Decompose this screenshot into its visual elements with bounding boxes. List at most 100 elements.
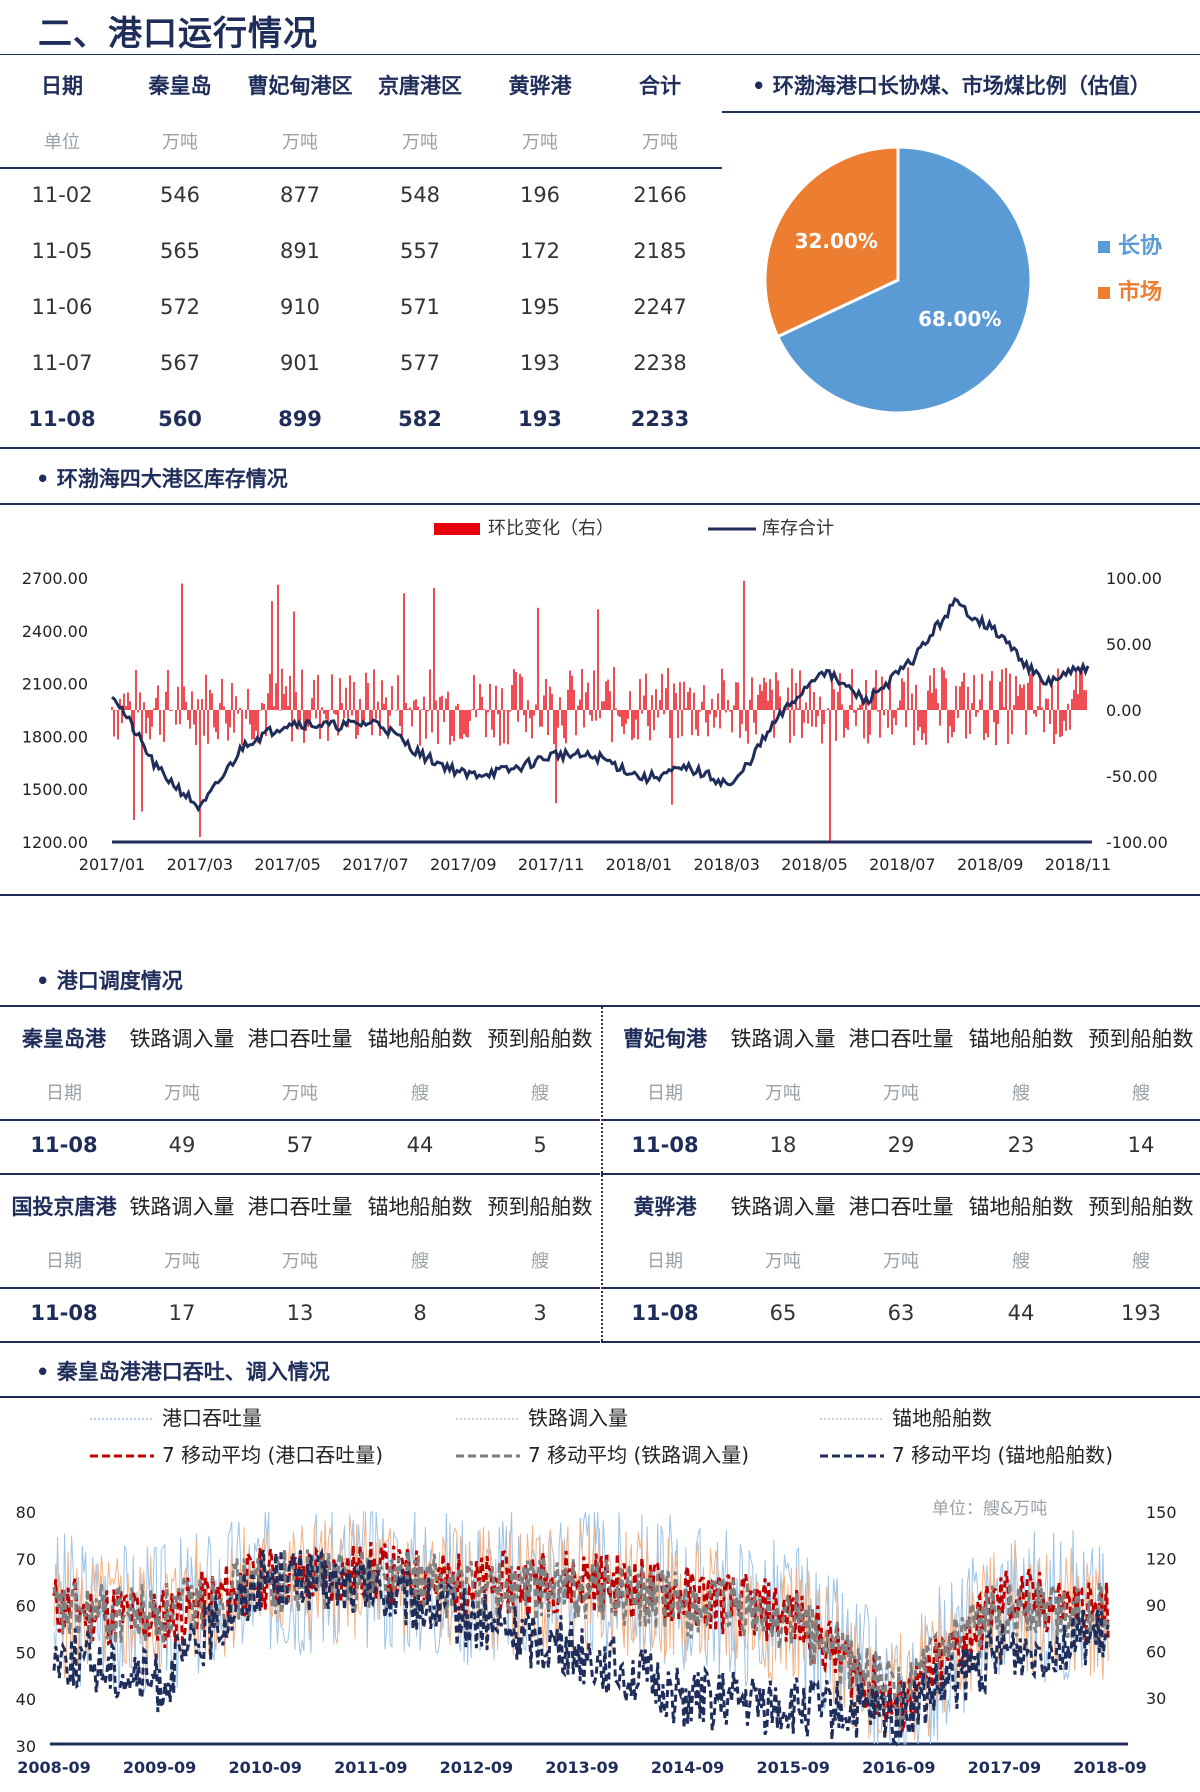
dispatch-cell-1-4: 14 bbox=[1127, 1133, 1155, 1157]
dispatch-unit-2-2: 万吨 bbox=[282, 1251, 318, 1272]
table-header-2: 曹妃甸港区 bbox=[247, 74, 353, 98]
qhd-legend-label-4: 7 移动平均 (铁路调入量) bbox=[528, 1443, 749, 1467]
qhd-y-right-tick-4: 30 bbox=[1146, 1689, 1166, 1708]
dispatch-divider bbox=[0, 1173, 600, 1175]
x-tick-8: 2018/05 bbox=[781, 855, 847, 874]
dispatch-unit-3-2: 万吨 bbox=[883, 1251, 919, 1272]
dispatch-port-3: 黄骅港 bbox=[633, 1195, 697, 1219]
x-tick-2: 2017/05 bbox=[254, 855, 320, 874]
table-cell-r3c3: 577 bbox=[399, 351, 441, 375]
dispatch-cell-0-4: 5 bbox=[533, 1133, 547, 1157]
table-unit-2: 万吨 bbox=[282, 132, 318, 153]
dispatch-col-2-2: 锚地船舶数 bbox=[367, 1195, 473, 1219]
qhd-x-tick-10: 2018-09 bbox=[1073, 1758, 1146, 1777]
dispatch-col-2-0: 铁路调入量 bbox=[129, 1195, 235, 1219]
table-unit-5: 万吨 bbox=[642, 132, 678, 153]
dispatch-cell-1-1: 18 bbox=[769, 1133, 797, 1157]
dispatch-unit-2-3: 艘 bbox=[411, 1251, 429, 1272]
dispatch-col-2-1: 港口吞吐量 bbox=[247, 1195, 353, 1219]
pie-legend-label-1: 市场 bbox=[1118, 279, 1162, 305]
pie-section-underline bbox=[722, 111, 1200, 113]
dispatch-col-3-2: 锚地船舶数 bbox=[968, 1195, 1074, 1219]
pie-label-1: 32.00% bbox=[795, 229, 878, 253]
qhd-x-tick-9: 2017-09 bbox=[968, 1758, 1041, 1777]
table-cell-r1c3: 557 bbox=[399, 239, 441, 263]
dispatch-unit-0-4: 艘 bbox=[531, 1083, 549, 1104]
dispatch-column-separator bbox=[601, 1007, 603, 1341]
qhd-x-tick-7: 2015-09 bbox=[756, 1758, 829, 1777]
y-right-tick-0: 100.00 bbox=[1106, 569, 1162, 588]
dispatch-top-divider bbox=[0, 1005, 1200, 1007]
change-bars bbox=[111, 580, 1087, 842]
dispatch-cell-1-3: 23 bbox=[1007, 1133, 1035, 1157]
table-cell-r0c5: 2166 bbox=[633, 183, 687, 207]
qhd-y-right-tick-0: 150 bbox=[1146, 1503, 1177, 1522]
qhd-legend-label-0: 港口吞吐量 bbox=[162, 1406, 262, 1430]
y-left-tick-1: 2400.00 bbox=[22, 622, 88, 641]
qhd-title-underline bbox=[0, 1396, 1200, 1398]
dispatch-divider bbox=[601, 1287, 1200, 1289]
dispatch-divider bbox=[0, 1287, 600, 1289]
dispatch-cell-2-4: 3 bbox=[533, 1301, 547, 1325]
table-cell-r1c0: 11-05 bbox=[31, 239, 93, 263]
dispatch-unit-2-4: 艘 bbox=[531, 1251, 549, 1272]
qhd-legend-label-2: 锚地船舶数 bbox=[892, 1406, 992, 1430]
qhd-y-left-tick-0: 80 bbox=[16, 1503, 36, 1522]
dispatch-unit-3-4: 艘 bbox=[1132, 1251, 1150, 1272]
dispatch-col-0-1: 港口吞吐量 bbox=[247, 1027, 353, 1051]
dispatch-cell-3-1: 65 bbox=[769, 1301, 797, 1325]
qhd-legend-label-5: 7 移动平均 (锚地船舶数) bbox=[892, 1443, 1113, 1467]
dispatch-cell-0-3: 44 bbox=[406, 1133, 434, 1157]
table-header-5: 合计 bbox=[639, 74, 681, 98]
dispatch-unit-3-1: 万吨 bbox=[765, 1251, 801, 1272]
qhd-y-right-tick-1: 120 bbox=[1146, 1550, 1177, 1569]
table-cell-r0c0: 11-02 bbox=[31, 183, 93, 207]
dispatch-cell-3-2: 63 bbox=[887, 1301, 915, 1325]
dispatch-cell-1-2: 29 bbox=[887, 1133, 915, 1157]
table-cell-r4c0: 11-08 bbox=[28, 407, 96, 431]
dispatch-unit-2-1: 万吨 bbox=[164, 1251, 200, 1272]
x-tick-3: 2017/07 bbox=[342, 855, 408, 874]
table-cell-r4c5: 2233 bbox=[630, 407, 690, 431]
table-cell-r0c2: 877 bbox=[279, 183, 321, 207]
dispatch-col-3-0: 铁路调入量 bbox=[730, 1195, 836, 1219]
dispatch-cell-2-0: 11-08 bbox=[30, 1301, 98, 1325]
table-unit-1: 万吨 bbox=[162, 132, 198, 153]
dispatch-cell-0-2: 57 bbox=[286, 1133, 314, 1157]
y-left-tick-2: 2100.00 bbox=[22, 675, 88, 694]
table-cell-r0c4: 196 bbox=[519, 183, 561, 207]
table-unit-0: 单位 bbox=[44, 132, 80, 153]
y-left-tick-4: 1500.00 bbox=[22, 780, 88, 799]
dispatch-divider bbox=[0, 1119, 600, 1121]
x-tick-10: 2018/09 bbox=[957, 855, 1023, 874]
dispatch-unit-3-0: 日期 bbox=[647, 1251, 683, 1272]
table-cell-r3c2: 901 bbox=[279, 351, 321, 375]
qhd-x-tick-6: 2014-09 bbox=[651, 1758, 724, 1777]
legend-bar-label: 环比变化（右） bbox=[488, 518, 614, 539]
table-header-1: 秦皇岛 bbox=[148, 74, 212, 98]
qhd-legend-label-1: 铁路调入量 bbox=[528, 1406, 628, 1430]
table-header-4: 黄骅港 bbox=[508, 74, 572, 98]
title-underline bbox=[0, 54, 1200, 55]
dispatch-unit-1-0: 日期 bbox=[647, 1083, 683, 1104]
qhd-chart: 港口吞吐量 铁路调入量 锚地船舶数 7 移动平均 (港口吞吐量) 7 移动平均 (铁路调… bbox=[16, 1406, 1177, 1777]
pie-legend-label-0: 长协 bbox=[1118, 234, 1162, 259]
qhd-legend-label-3: 7 移动平均 (港口吞吐量) bbox=[162, 1443, 383, 1467]
dispatch-col-0-2: 锚地船舶数 bbox=[367, 1027, 473, 1051]
table-cell-r2c2: 910 bbox=[279, 295, 321, 319]
legend-bar-swatch bbox=[434, 523, 480, 535]
qhd-x-tick-4: 2012-09 bbox=[440, 1758, 513, 1777]
table-cell-r2c3: 571 bbox=[399, 295, 441, 319]
y-right-tick-2: 0.00 bbox=[1106, 701, 1142, 720]
dispatch-unit-0-2: 万吨 bbox=[282, 1083, 318, 1104]
table-cell-r3c0: 11-07 bbox=[31, 351, 93, 375]
table-cell-r2c0: 11-06 bbox=[31, 295, 93, 319]
table-unit-3: 万吨 bbox=[402, 132, 438, 153]
dispatch-unit-0-0: 日期 bbox=[46, 1083, 82, 1104]
dispatch-col-1-2: 锚地船舶数 bbox=[968, 1027, 1074, 1051]
dispatch-col-3-3: 预到船舶数 bbox=[1088, 1195, 1194, 1219]
table-cell-r2c1: 572 bbox=[159, 295, 201, 319]
dispatch-cell-2-2: 13 bbox=[286, 1301, 314, 1325]
x-tick-9: 2018/07 bbox=[869, 855, 935, 874]
y-left-tick-0: 2700.00 bbox=[22, 569, 88, 588]
